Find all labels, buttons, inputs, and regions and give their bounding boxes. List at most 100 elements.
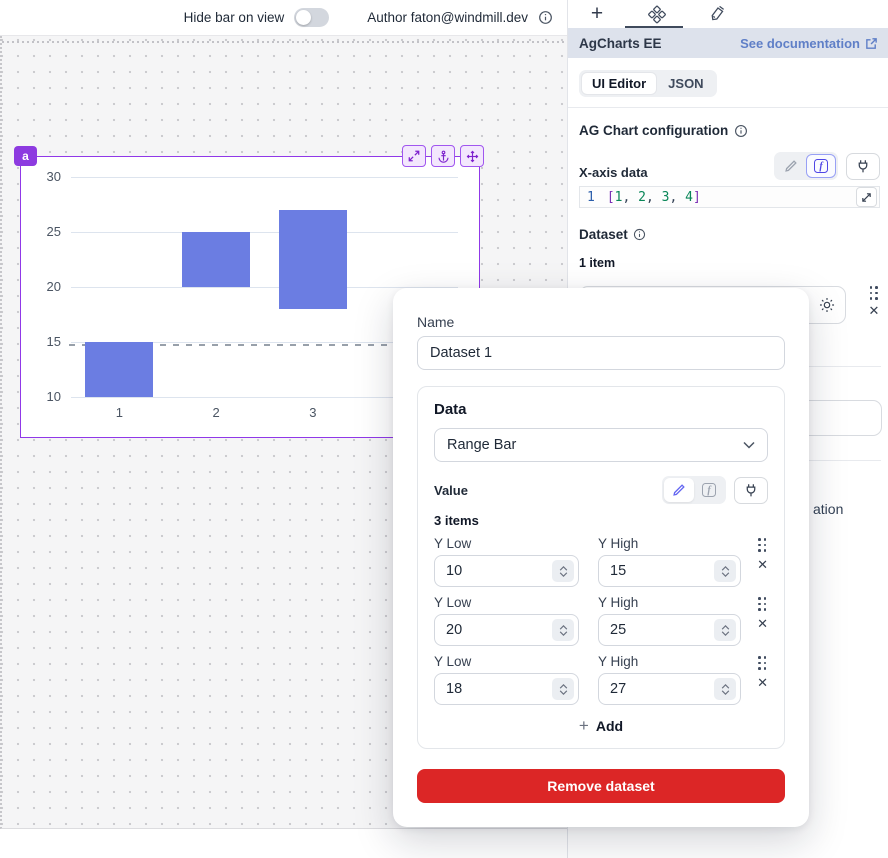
number-stepper[interactable] [552, 560, 574, 582]
hidden-label-fragment: ation [813, 501, 844, 517]
name-label: Name [417, 314, 455, 330]
expression-mode-button[interactable]: f [806, 154, 836, 178]
y-axis-tick: 20 [46, 279, 61, 294]
anchor-button[interactable] [431, 145, 455, 167]
value-label: Value [434, 482, 468, 498]
y-high-label: Y High [598, 595, 639, 610]
connect-button[interactable] [734, 476, 768, 504]
dataset-count: 1 item [579, 256, 616, 270]
name-input[interactable] [417, 336, 785, 370]
component-type-title: AgCharts EE [579, 35, 662, 51]
component-id-badge[interactable]: a [14, 146, 37, 166]
x-axis-tick: 3 [309, 405, 317, 420]
plus-icon: + [578, 716, 589, 735]
y-low-label: Y Low [434, 595, 472, 610]
x-axis-tick: 1 [115, 405, 123, 420]
function-icon: f [702, 483, 716, 497]
dataset-item-controls: ✕ [865, 286, 883, 317]
items-count: 3 items [434, 513, 479, 528]
hide-bar-toggle[interactable] [294, 8, 330, 27]
author-label: Author faton@windmill.dev [367, 10, 528, 25]
add-component-tab[interactable]: + [590, 2, 604, 25]
connect-button[interactable] [846, 152, 880, 180]
hide-bar-label: Hide bar on view [183, 10, 285, 25]
toggle-knob [296, 10, 312, 25]
y-low-label: Y Low [434, 654, 472, 669]
value-row: Value f [434, 476, 768, 504]
add-label: Add [595, 717, 624, 734]
remove-row-icon[interactable]: ✕ [757, 557, 768, 572]
y-axis-tick: 30 [46, 169, 61, 184]
y-high-label: Y High [598, 654, 639, 669]
editor-mode-tabs: UI Editor JSON [579, 70, 717, 97]
remove-row-icon[interactable]: ✕ [757, 675, 768, 690]
gridline [71, 342, 458, 343]
tab-json[interactable]: JSON [668, 76, 704, 91]
hide-bar-group: Hide bar on view [184, 8, 330, 27]
info-icon [633, 228, 645, 241]
styling-tab[interactable] [708, 5, 726, 23]
range-bar [278, 210, 347, 309]
value-item-row: Y Low Y High ✕ [434, 536, 768, 587]
drag-handle[interactable] [869, 286, 879, 300]
static-mode-button[interactable] [664, 478, 694, 502]
panel-divider [568, 107, 888, 108]
data-card: Data Range Bar Value f [417, 386, 785, 749]
y-axis-tick: 15 [46, 334, 61, 349]
topbar: Hide bar on view Author faton@windmill.d… [0, 0, 567, 36]
gear-icon[interactable] [818, 296, 836, 314]
add-item-button[interactable]: + Add [434, 717, 768, 734]
canvas-grid-edge [2, 41, 567, 43]
input-mode-group: f [774, 152, 838, 180]
chevron-down-icon [743, 441, 755, 449]
y-low-label: Y Low [434, 536, 472, 551]
pencil-icon [785, 160, 797, 172]
tab-ui-editor[interactable]: UI Editor [582, 73, 657, 94]
section-title: AG Chart configuration [579, 123, 729, 138]
gridline [71, 232, 458, 233]
drag-handle[interactable] [758, 597, 767, 611]
see-documentation-link[interactable]: See documentation [740, 36, 878, 51]
xaxis-code-editor[interactable]: 1 [1, 2, 3, 4] [579, 186, 880, 208]
component-controls [402, 145, 484, 167]
function-icon: f [814, 159, 828, 173]
section-title-row: AG Chart configuration [579, 123, 877, 138]
number-stepper[interactable] [552, 619, 574, 641]
components-tab[interactable] [648, 5, 666, 23]
data-label: Data [434, 401, 467, 418]
info-icon [538, 10, 553, 25]
xaxis-data-row: X-axis data f [579, 152, 880, 180]
expression-mode-button[interactable]: f [694, 478, 724, 502]
crosshair-line [69, 344, 461, 346]
static-mode-button[interactable] [776, 154, 806, 178]
move-button[interactable] [460, 145, 484, 167]
plug-icon [746, 483, 756, 496]
panel-icon-tabs: + [568, 0, 888, 28]
data-type-value: Range Bar [447, 437, 517, 453]
external-link-icon [866, 37, 877, 49]
drag-handle[interactable] [758, 538, 767, 552]
number-stepper[interactable] [714, 560, 736, 582]
gridline [71, 177, 458, 178]
expand-button[interactable] [402, 145, 426, 167]
remove-dataset-button[interactable]: Remove dataset [417, 769, 785, 803]
remove-item-icon[interactable]: ✕ [868, 303, 880, 318]
data-type-select[interactable]: Range Bar [434, 428, 768, 462]
number-stepper[interactable] [714, 619, 736, 641]
active-tab-underline [625, 25, 683, 28]
dataset-modal: Name Data Range Bar Value f [393, 288, 809, 827]
info-icon [735, 124, 748, 137]
plug-icon [858, 159, 868, 172]
drag-handle[interactable] [758, 656, 767, 670]
remove-row-icon[interactable]: ✕ [757, 616, 768, 631]
x-axis-tick: 2 [212, 405, 220, 420]
gridline [71, 397, 458, 398]
range-bar [85, 342, 154, 397]
dataset-label: Dataset [579, 227, 628, 242]
expand-diagonal-icon [862, 192, 871, 202]
number-stepper[interactable] [714, 678, 736, 700]
value-item-row: Y Low Y High ✕ [434, 595, 768, 646]
author-group: Author faton@windmill.dev [367, 10, 553, 25]
editor-expand-button[interactable] [856, 187, 877, 207]
number-stepper[interactable] [552, 678, 574, 700]
